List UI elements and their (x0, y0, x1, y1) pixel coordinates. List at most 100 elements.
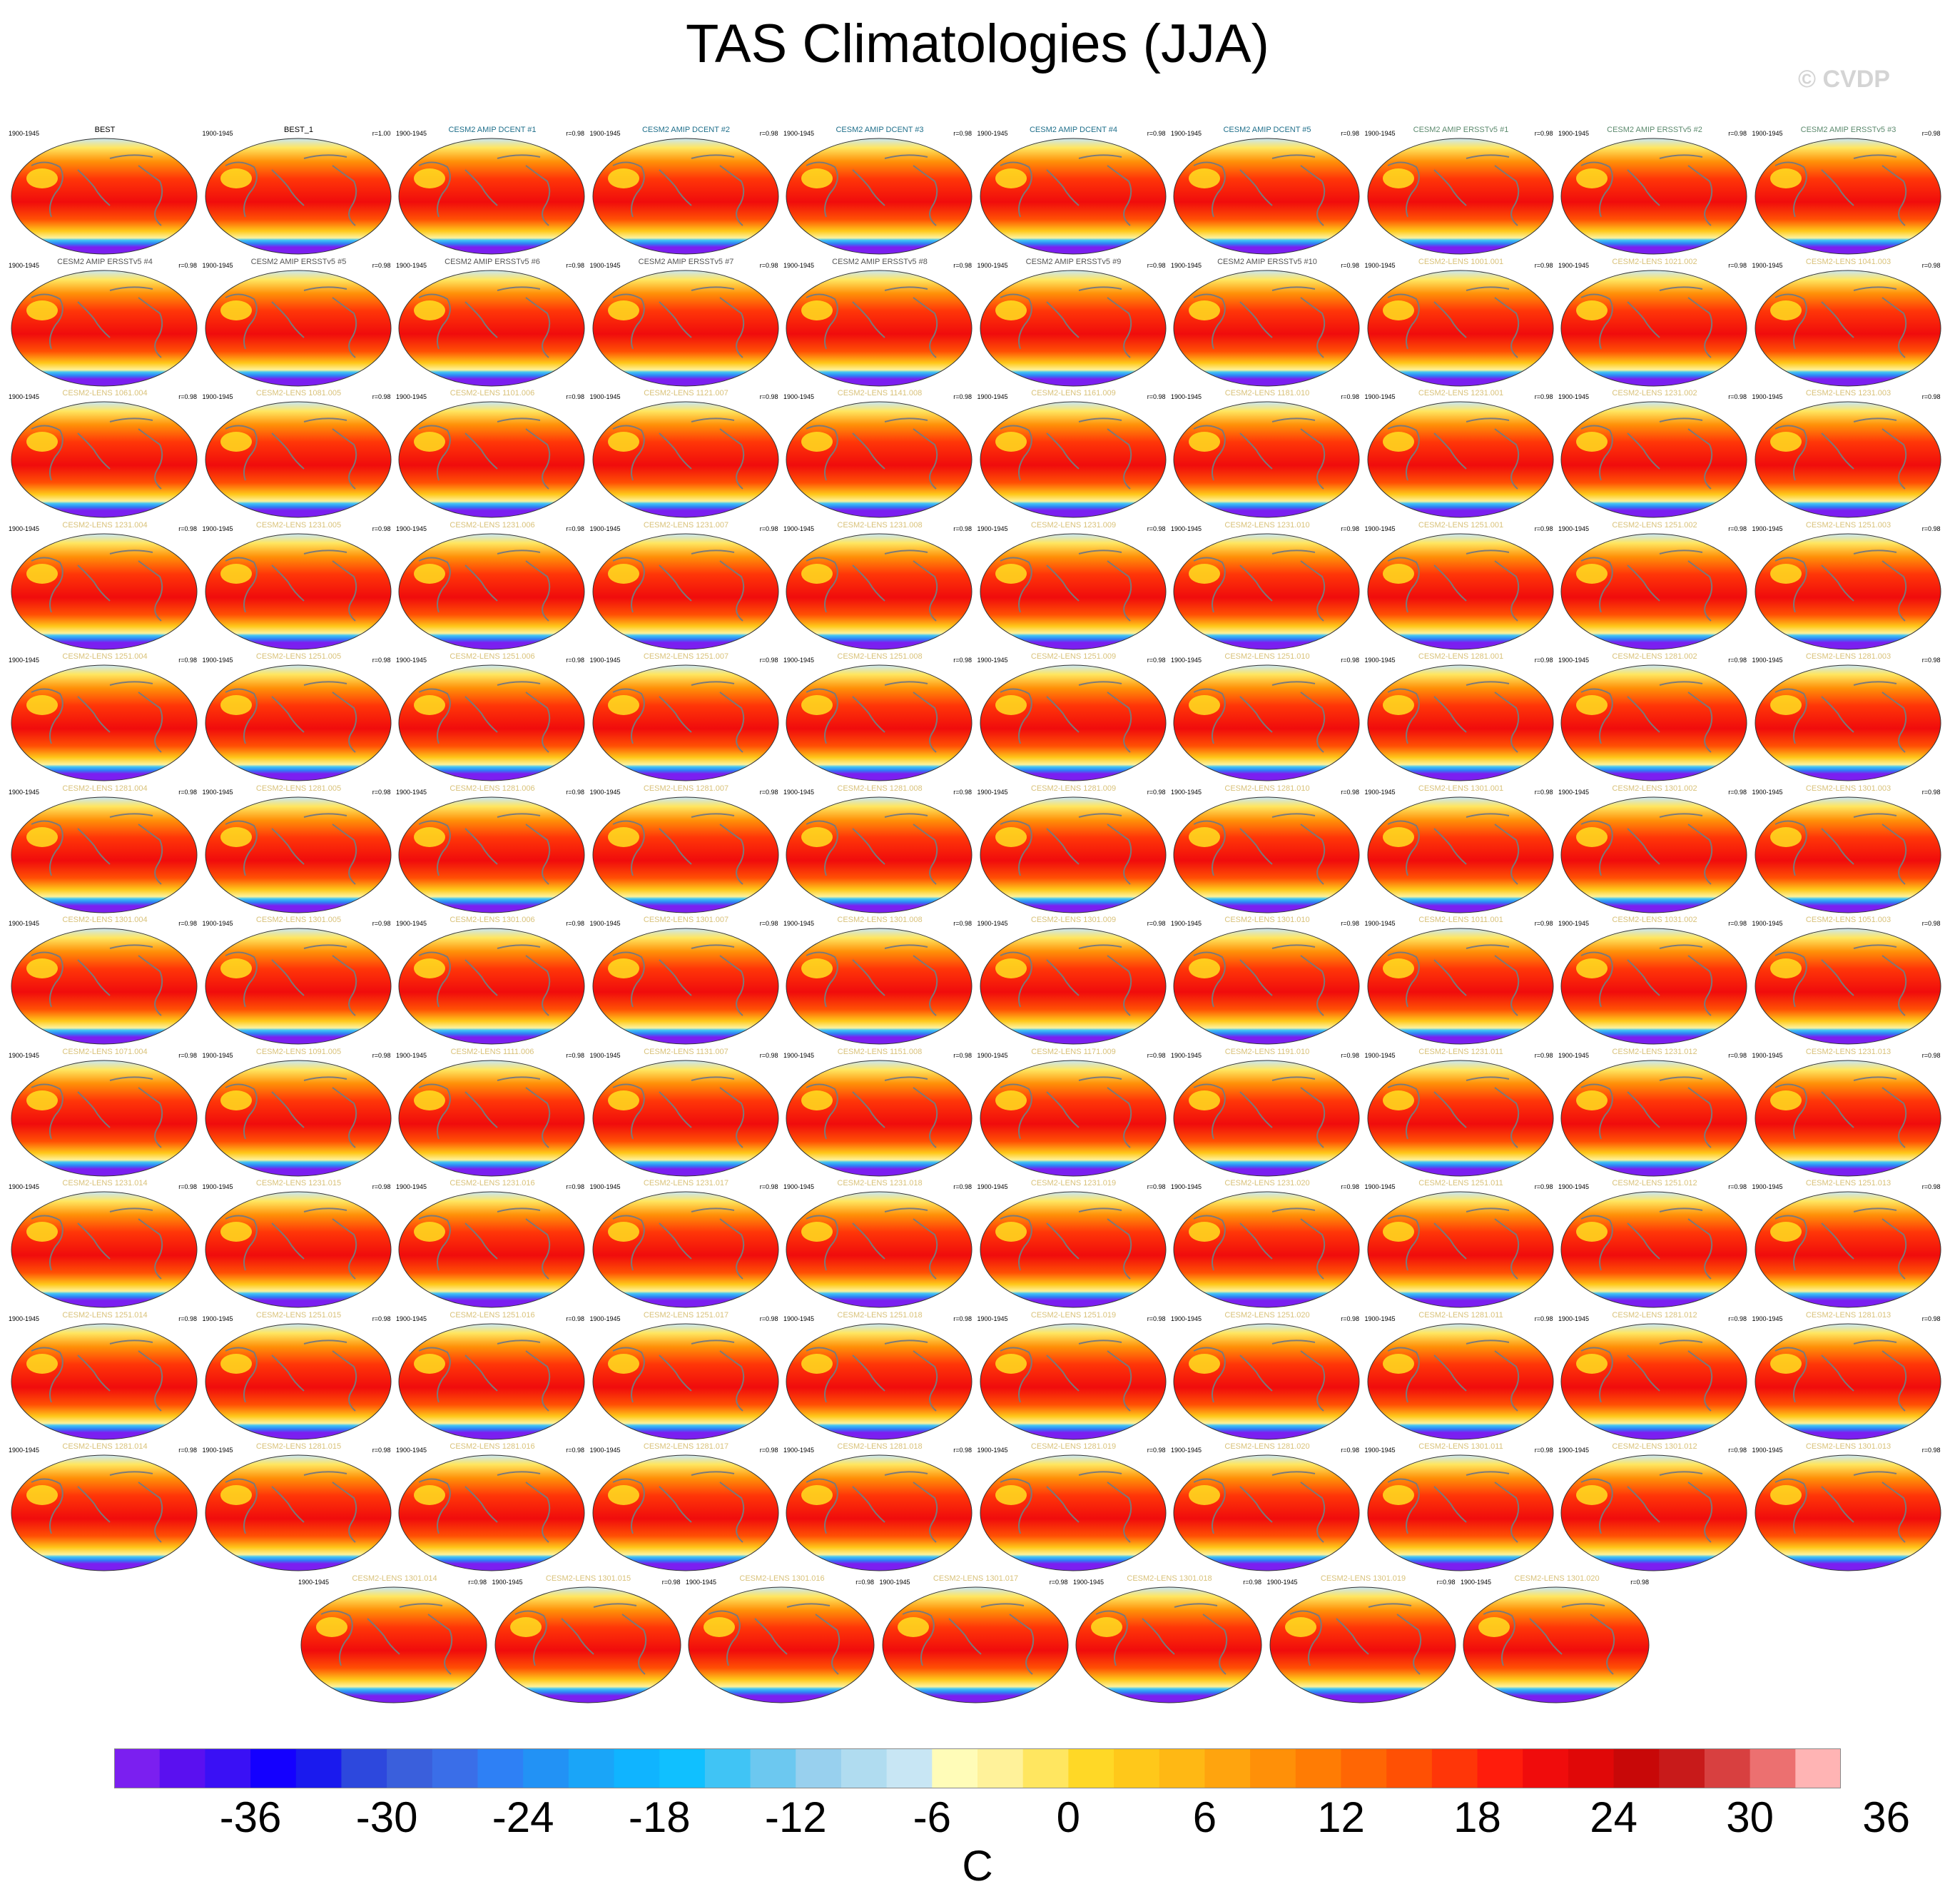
map-coastline (1627, 827, 1660, 865)
panel-correlation: r=0.98 (1147, 261, 1166, 269)
panel-title: CESM2-LENS 1301.013 (1805, 1442, 1891, 1451)
map-ocean-field (11, 401, 198, 518)
map-coastline (138, 428, 163, 490)
map-coastline (1000, 820, 1032, 876)
globe-map (398, 138, 585, 255)
map-coastline (109, 681, 153, 686)
map-hot-region (1576, 563, 1608, 584)
map-panel: 1900-1945 CESM2-LENS 1251.010 r=0.98 (1171, 652, 1364, 785)
panel-title: CESM2-LENS 1301.019 (1320, 1574, 1406, 1583)
map-panel: 1900-1945 CESM2-LENS 1231.008 r=0.98 (783, 521, 976, 654)
panel-period: 1900-1945 (1171, 393, 1202, 400)
map-ocean-field (11, 928, 198, 1045)
map-coastline (1045, 432, 1080, 470)
map-coastline (884, 1075, 928, 1081)
globe-map (1367, 1454, 1553, 1571)
panel-correlation: r=0.98 (1921, 1183, 1941, 1190)
map-panel: 1900-1945 CESM2-LENS 1251.014 r=0.98 (9, 1311, 201, 1444)
panel-period: 1900-1945 (783, 130, 815, 137)
map-panel: 1900-1945 CESM2-LENS 1281.006 r=0.98 (396, 784, 589, 917)
map-ocean-field (1269, 1586, 1456, 1703)
map-coastline (1627, 959, 1660, 996)
panel-period: 1900-1945 (1171, 1183, 1202, 1190)
map-coastline (77, 827, 111, 865)
map-coastline (1853, 944, 1896, 949)
map-hot-region (801, 300, 833, 320)
map-panel: 1900-1945 CESM2-LENS 1231.018 r=0.98 (783, 1179, 976, 1312)
map-hot-region (26, 563, 58, 584)
map-panel: 1900-1945 CESM2 AMIP DCENT #4 r=0.98 (978, 126, 1170, 258)
panel-title: CESM2 AMIP ERSSTv5 #5 (250, 257, 347, 266)
map-panel: 1900-1945 CESM2-LENS 1151.008 r=0.98 (783, 1048, 976, 1180)
panel-correlation: r=0.98 (1534, 130, 1553, 137)
map-panel: 1900-1945 CESM2-LENS 1251.012 r=0.98 (1558, 1179, 1751, 1312)
map-coastline (621, 1613, 646, 1675)
map-hot-region (607, 168, 639, 188)
map-panel: 1900-1945 CESM2-LENS 1081.005 r=0.98 (203, 389, 395, 522)
globe-map (1755, 1454, 1941, 1571)
map-panel: 1900-1945 CESM2-LENS 1301.004 r=0.98 (9, 916, 201, 1048)
map-panel: 1900-1945 CESM2-LENS 1231.017 r=0.98 (590, 1179, 783, 1312)
map-ocean-field (980, 796, 1166, 913)
colorbar-swatch (159, 1748, 205, 1788)
map-coastline (464, 300, 498, 338)
panel-title: CESM2 AMIP ERSSTv5 #4 (57, 257, 153, 266)
map-coastline (913, 428, 938, 490)
map-coastline (1387, 688, 1420, 744)
map-coastline (464, 432, 498, 470)
panel-period: 1900-1945 (1558, 261, 1590, 269)
map-ocean-field (1173, 1060, 1360, 1176)
colorbar-swatch (477, 1748, 524, 1788)
map-coastline (497, 1339, 541, 1345)
map-panel: 1900-1945 CESM2-LENS 1251.001 r=0.98 (1365, 521, 1558, 654)
map-panel: 1900-1945 CESM2-LENS 1251.016 r=0.98 (396, 1311, 589, 1444)
map-coastline (806, 1478, 838, 1534)
map-coastline (1387, 1215, 1420, 1271)
map-panel: 1900-1945 CESM2 AMIP ERSSTv5 #2 r=0.98 (1558, 126, 1751, 258)
colorbar-swatch (250, 1748, 297, 1788)
map-coastline (1300, 1218, 1326, 1280)
map-coastline (1853, 1339, 1896, 1345)
map-panel: 1900-1945 CESM2-LENS 1281.015 r=0.98 (203, 1442, 395, 1575)
map-coastline (806, 161, 838, 218)
map-ocean-field (1755, 1323, 1941, 1439)
panel-period: 1900-1945 (396, 788, 427, 796)
map-panel: 1900-1945 CESM2-LENS 1301.015 r=0.98 (492, 1574, 685, 1707)
map-coastline (1820, 827, 1854, 865)
panel-title: CESM2-LENS 1231.004 (62, 520, 148, 530)
map-coastline (1493, 1482, 1519, 1543)
map-ocean-field (11, 796, 198, 913)
map-hot-region (1769, 168, 1802, 188)
map-hot-region (1189, 563, 1220, 584)
panel-period: 1900-1945 (396, 130, 427, 137)
colorbar-tick-label: 0 (1056, 1793, 1081, 1841)
map-coastline (1387, 425, 1420, 481)
map-coastline (1239, 1222, 1273, 1260)
map-coastline (1433, 696, 1467, 733)
map-hot-region (1382, 1485, 1414, 1505)
panel-correlation: r=0.98 (759, 657, 778, 664)
map-coastline (718, 1218, 744, 1280)
map-coastline (1387, 820, 1420, 876)
panel-title: CESM2-LENS 1231.019 (1030, 1179, 1117, 1188)
panel-correlation: r=0.98 (1728, 1051, 1747, 1059)
map-ocean-field (1173, 928, 1360, 1045)
map-coastline (1687, 165, 1713, 226)
panel-period: 1900-1945 (1364, 130, 1396, 137)
panel-period: 1900-1945 (9, 1051, 40, 1059)
panel-title: BEST (94, 126, 116, 134)
panel-title: CESM2-LENS 1231.015 (255, 1179, 342, 1188)
map-coastline (1239, 1354, 1273, 1392)
map-hot-region (220, 1222, 252, 1242)
map-panel: 1900-1945 CESM2-LENS 1281.013 r=0.98 (1752, 1311, 1945, 1444)
panel-period: 1900-1945 (977, 657, 1008, 664)
map-panel: 1900-1945 CESM2 AMIP DCENT #3 r=0.98 (783, 126, 976, 258)
panel-period: 1900-1945 (1364, 1051, 1396, 1059)
map-coastline (1142, 1617, 1175, 1655)
globe-map (1560, 928, 1747, 1045)
colorbar-tick-label: 12 (1317, 1793, 1365, 1841)
map-coastline (1433, 564, 1467, 602)
map-ocean-field (1755, 664, 1941, 781)
map-coastline (1820, 432, 1854, 470)
map-coastline (303, 812, 347, 818)
